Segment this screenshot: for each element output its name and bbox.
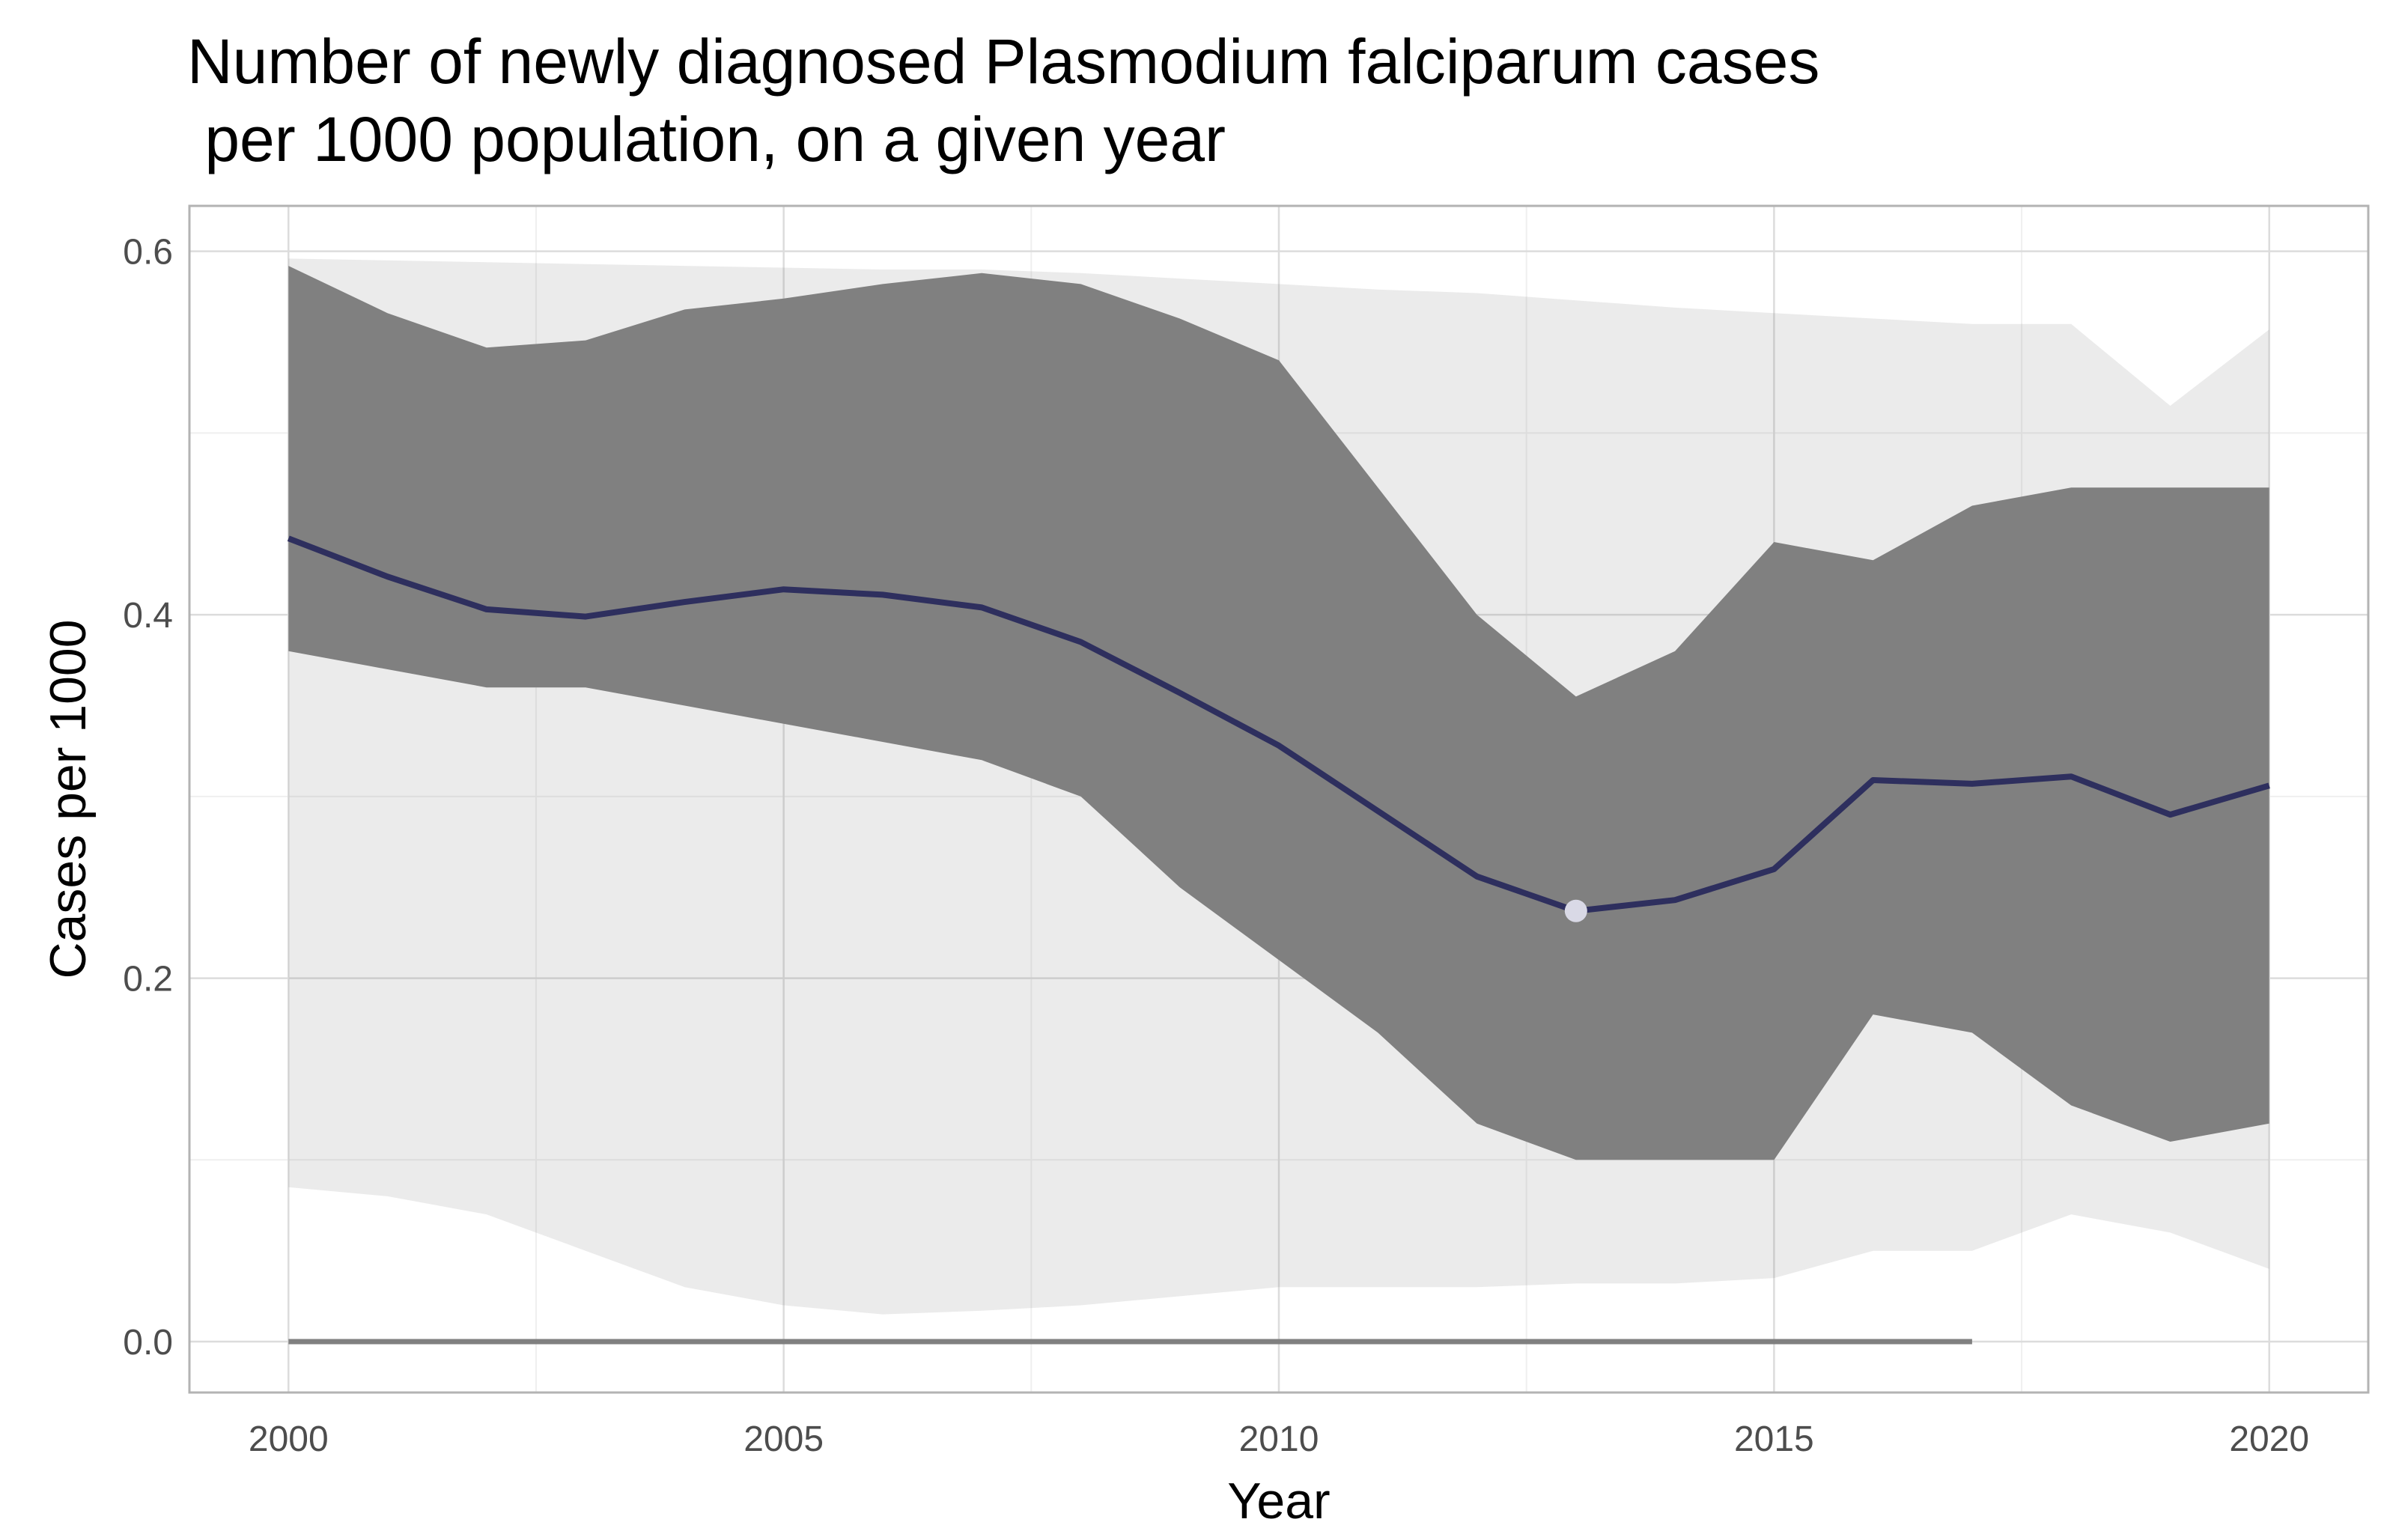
panel-border	[188, 204, 2370, 1394]
y-axis-title: Cases per 1000	[40, 619, 97, 979]
x-tick-label: 2020	[2229, 1419, 2309, 1459]
y-tick-label: 0.4	[123, 596, 173, 636]
y-tick-label: 0.0	[123, 1323, 173, 1363]
highlight-data-point	[1564, 899, 1587, 922]
x-axis-title: Year	[1227, 1473, 1330, 1530]
y-tick-label: 0.2	[123, 960, 173, 999]
band-outer-envelope	[288, 258, 2269, 1315]
x-tick-label: 2015	[1734, 1419, 1814, 1459]
chart-title: Number of newly diagnosed Plasmodium fal…	[187, 22, 1819, 178]
x-tick-label: 2005	[744, 1419, 824, 1459]
x-axis-tick-labels: 2000 2005 2010 2015 2020	[249, 1419, 2309, 1459]
y-axis-tick-labels: 0.0 0.2 0.4 0.6	[123, 233, 173, 1363]
chart-title-line-1: Number of newly diagnosed Plasmodium fal…	[187, 26, 1820, 97]
chart-title-line-2: per 1000 population, on a given year	[187, 104, 1226, 174]
mean-series-line	[287, 535, 2270, 914]
data-points	[1564, 899, 1587, 922]
x-tick-label: 2000	[249, 1419, 329, 1459]
y-tick-label: 0.6	[123, 233, 173, 273]
data-series	[287, 535, 2270, 1345]
band-dense-core	[288, 266, 2269, 1160]
simulation-bands	[288, 258, 2269, 1315]
x-tick-label: 2010	[1239, 1419, 1319, 1459]
